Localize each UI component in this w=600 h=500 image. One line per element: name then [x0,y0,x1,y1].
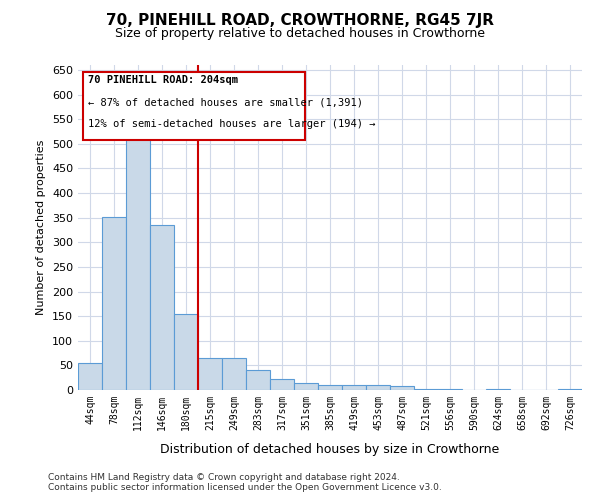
Bar [294,382,318,390]
Bar [270,379,294,390]
Bar [438,388,462,390]
Bar [222,358,246,390]
Text: Distribution of detached houses by size in Crowthorne: Distribution of detached houses by size … [160,442,500,456]
Text: 12% of semi-detached houses are larger (194) →: 12% of semi-detached houses are larger (… [88,118,376,128]
Text: Size of property relative to detached houses in Crowthorne: Size of property relative to detached ho… [115,28,485,40]
Bar [342,385,366,390]
Bar [246,370,270,390]
Bar [414,388,438,390]
Text: Contains public sector information licensed under the Open Government Licence v3: Contains public sector information licen… [48,484,442,492]
FancyBboxPatch shape [83,72,305,140]
Text: Contains HM Land Registry data © Crown copyright and database right 2024.: Contains HM Land Registry data © Crown c… [48,472,400,482]
Text: 70, PINEHILL ROAD, CROWTHORNE, RG45 7JR: 70, PINEHILL ROAD, CROWTHORNE, RG45 7JR [106,12,494,28]
Bar [390,386,414,390]
Bar [486,388,510,390]
Bar [174,314,198,390]
Bar [366,385,390,390]
Bar [198,358,222,390]
Bar [150,225,174,390]
Y-axis label: Number of detached properties: Number of detached properties [37,140,46,315]
Bar [126,126,150,390]
Text: ← 87% of detached houses are smaller (1,391): ← 87% of detached houses are smaller (1,… [88,98,363,108]
Bar [318,385,342,390]
Text: 70 PINEHILL ROAD: 204sqm: 70 PINEHILL ROAD: 204sqm [88,74,238,85]
Bar [558,388,582,390]
Bar [78,363,102,390]
Bar [102,216,126,390]
